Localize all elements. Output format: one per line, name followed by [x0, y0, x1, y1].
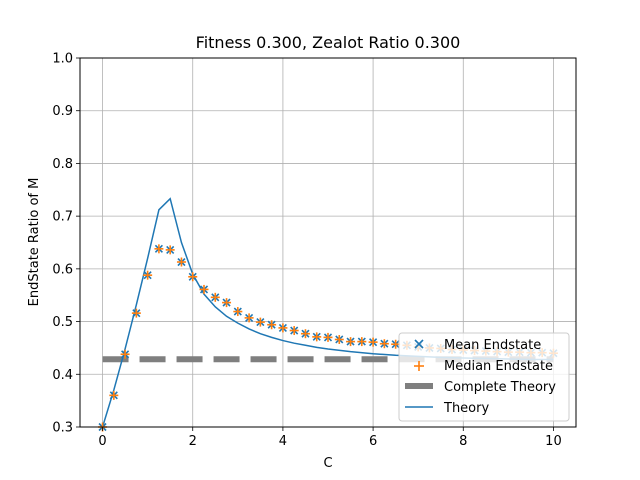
legend-label-mean: Mean Endstate — [444, 338, 541, 353]
data-point-median — [323, 332, 333, 342]
data-point-median — [346, 337, 356, 347]
y-tick-label: 0.8 — [52, 157, 73, 172]
data-point-median — [278, 323, 288, 333]
data-point-median — [120, 349, 130, 359]
y-tick-label: 0.4 — [52, 368, 73, 383]
x-tick-label: 2 — [189, 434, 197, 449]
x-tick-label: 4 — [279, 434, 287, 449]
data-point-median — [222, 298, 232, 308]
data-point-median — [312, 332, 322, 342]
data-point-median — [379, 339, 389, 349]
legend-box — [398, 332, 570, 422]
data-point-median — [289, 326, 299, 336]
y-tick-label: 0.5 — [52, 315, 73, 330]
data-point-median — [210, 292, 220, 302]
data-point-median — [143, 270, 153, 280]
data-point-median — [244, 313, 254, 323]
x-axis-label: C — [323, 456, 332, 471]
data-point-median — [368, 337, 378, 347]
data-point-median — [233, 307, 243, 317]
data-point-median — [334, 334, 344, 344]
data-point-median — [199, 284, 209, 294]
data-point-median — [267, 320, 277, 330]
legend-label-complete-theory: Complete Theory — [444, 380, 556, 395]
legend-marker-mean — [414, 339, 424, 349]
y-tick-label: 0.7 — [52, 210, 73, 225]
x-tick-label: 8 — [459, 434, 467, 449]
data-point-median — [176, 257, 186, 267]
x-tick-label: 10 — [545, 434, 562, 449]
data-point-median — [109, 390, 119, 400]
data-point-median — [154, 244, 164, 254]
data-point-median — [255, 317, 265, 327]
ticks: 0 2 4 6 8 10 0.3 0.4 0.5 0.6 0.7 0.8 0.9 1.0 — [52, 52, 561, 450]
data-point-median — [131, 308, 141, 318]
data-point-median — [300, 329, 310, 339]
y-tick-label: 0.9 — [52, 104, 73, 119]
legend-marker-median — [414, 361, 424, 371]
x-tick-label: 6 — [369, 434, 377, 449]
legend: Mean Endstate Median Endstate Complete T… — [398, 332, 570, 422]
chart-title: Fitness 0.300, Zealot Ratio 0.300 — [196, 33, 461, 52]
y-tick-label: 1.0 — [52, 52, 73, 67]
axes-frame — [79, 57, 577, 428]
y-axis-label: EndState Ratio of M — [27, 178, 42, 307]
data-point-median — [165, 245, 175, 255]
data-point-median — [188, 272, 198, 282]
legend-label-median: Median Endstate — [444, 359, 553, 374]
y-tick-label: 0.6 — [52, 262, 73, 277]
data-point-median — [357, 337, 367, 347]
y-tick-label: 0.3 — [52, 421, 73, 436]
legend-label-theory: Theory — [443, 401, 489, 416]
x-tick-label: 0 — [98, 434, 106, 449]
